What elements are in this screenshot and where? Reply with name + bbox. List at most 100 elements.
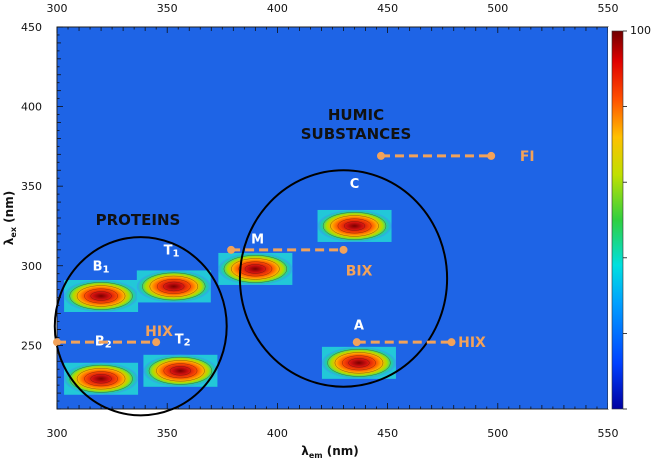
index-dot-end-1 xyxy=(339,245,348,254)
peak-blob xyxy=(136,270,211,303)
peak-contour xyxy=(244,264,266,274)
peak-contour xyxy=(342,355,376,371)
x-tick-label-bottom: 350 xyxy=(157,427,178,440)
peak-1: T1 xyxy=(136,244,211,303)
region-label-1: HUMIC SUBSTANCES xyxy=(301,106,412,143)
peak-contour xyxy=(169,366,192,376)
peak-contour xyxy=(327,348,391,377)
peak-contour xyxy=(69,364,133,393)
index-dot-start-3 xyxy=(352,338,361,347)
peak-label-main: B xyxy=(93,260,103,275)
x-tick-label-top: 300 xyxy=(47,2,68,15)
regions-layer: PROTEINS HUMIC SUBSTANCES xyxy=(53,106,449,417)
peak-blob xyxy=(64,362,139,395)
peak-contour xyxy=(223,255,288,283)
peaks-layer: B1T1B2T2MCA xyxy=(64,177,396,395)
peak-contour xyxy=(334,352,384,374)
peak-contour xyxy=(231,258,280,280)
peak-label: M xyxy=(251,232,264,247)
peak-3: T2 xyxy=(143,333,218,387)
colorbar xyxy=(611,30,624,410)
index-dot-end-2 xyxy=(152,338,161,347)
peak-blob xyxy=(64,279,139,312)
peak-4: M xyxy=(218,232,293,285)
peak-label-sub: 2 xyxy=(105,339,112,350)
peak-label-main: T xyxy=(164,244,173,259)
x-tick-label-top: 450 xyxy=(377,2,398,15)
y-tick-label: 350 xyxy=(21,180,42,193)
peak-contour xyxy=(163,363,198,379)
y-tick-label: 250 xyxy=(21,339,42,352)
peak-label-sub: 2 xyxy=(184,338,191,349)
peak-2: B2 xyxy=(64,334,139,395)
index-dot-end-3 xyxy=(447,338,456,347)
peak-blob xyxy=(317,209,392,242)
x-axis-title-tail: (nm) xyxy=(323,444,359,458)
peak-6: A xyxy=(321,318,396,379)
peak-blob xyxy=(321,346,396,379)
axes-layer: 300 300 350 350 400 400 450 450 500 500 550 550 250 3… xyxy=(21,2,619,440)
region-label-0: PROTEINS xyxy=(96,211,181,229)
peak-contour xyxy=(322,212,387,240)
y-tick-label: 300 xyxy=(21,260,42,273)
peak-contour xyxy=(90,374,112,384)
x-tick-label-bottom: 550 xyxy=(598,427,619,440)
peak-contour xyxy=(84,288,118,304)
y-axis-title-sub: ex xyxy=(9,226,18,237)
x-axis-title: λem (nm) xyxy=(301,444,359,458)
peak-blob xyxy=(143,354,218,387)
peak-5: C xyxy=(317,177,392,242)
peak-contour xyxy=(163,281,185,292)
peak-0: B1 xyxy=(64,260,139,312)
peak-contour xyxy=(348,358,370,368)
peak-blob xyxy=(218,252,293,285)
peak-label: B1 xyxy=(93,260,110,276)
peak-contour xyxy=(142,272,206,301)
y-tick-label: 450 xyxy=(21,21,42,34)
x-tick-label-bottom: 500 xyxy=(487,427,508,440)
peak-contour xyxy=(90,291,112,301)
x-tick-label-top: 500 xyxy=(487,2,508,15)
peak-label-sub: 1 xyxy=(103,265,110,276)
index-label-1: BIX xyxy=(346,264,373,280)
y-tick-label: 400 xyxy=(21,101,42,114)
peak-label-main: C xyxy=(350,177,360,192)
peak-label-main: M xyxy=(251,232,264,247)
peak-contour xyxy=(149,275,199,298)
peak-contour xyxy=(330,215,379,237)
index-dot-start-1 xyxy=(227,245,236,254)
peak-contour xyxy=(238,261,273,277)
peak-contour xyxy=(84,371,118,387)
peak-label-sub: 1 xyxy=(173,249,180,260)
x-tick-label-bottom: 450 xyxy=(377,427,398,440)
region-label-line: HUMIC xyxy=(328,106,384,124)
peak-contour xyxy=(156,278,191,294)
x-axis-title-sub: em xyxy=(309,451,323,458)
x-axis-title-main: λ xyxy=(301,444,309,458)
index-dot-start-2 xyxy=(53,338,61,347)
peak-label: T2 xyxy=(175,333,191,349)
colorbar-ticks xyxy=(623,30,627,410)
index-dot-end-0 xyxy=(487,151,496,160)
colorbar-max-label: 100 xyxy=(630,24,651,37)
peak-contour xyxy=(343,221,366,231)
peak-label-main: T xyxy=(175,333,184,348)
peak-label: A xyxy=(354,318,364,333)
colorbar-white-band xyxy=(608,27,612,409)
x-tick-label-bottom: 300 xyxy=(47,427,68,440)
x-tick-label-top: 350 xyxy=(157,2,178,15)
x-tick-label-top: 550 xyxy=(598,2,619,15)
indices-layer: FI BIX HIX HIX xyxy=(53,149,535,351)
peak-contour xyxy=(156,360,205,382)
peak-contour xyxy=(69,282,133,310)
peak-label-main: A xyxy=(354,318,364,333)
y-axis-title: λex (nm) xyxy=(2,191,18,245)
region-circle-0 xyxy=(53,236,228,417)
peak-contour xyxy=(148,356,213,385)
peak-contour xyxy=(76,368,126,390)
x-tick-label-bottom: 400 xyxy=(267,427,288,440)
index-label-0: FI xyxy=(520,149,535,165)
region-label-line: SUBSTANCES xyxy=(301,125,412,143)
x-tick-label-top: 400 xyxy=(267,2,288,15)
